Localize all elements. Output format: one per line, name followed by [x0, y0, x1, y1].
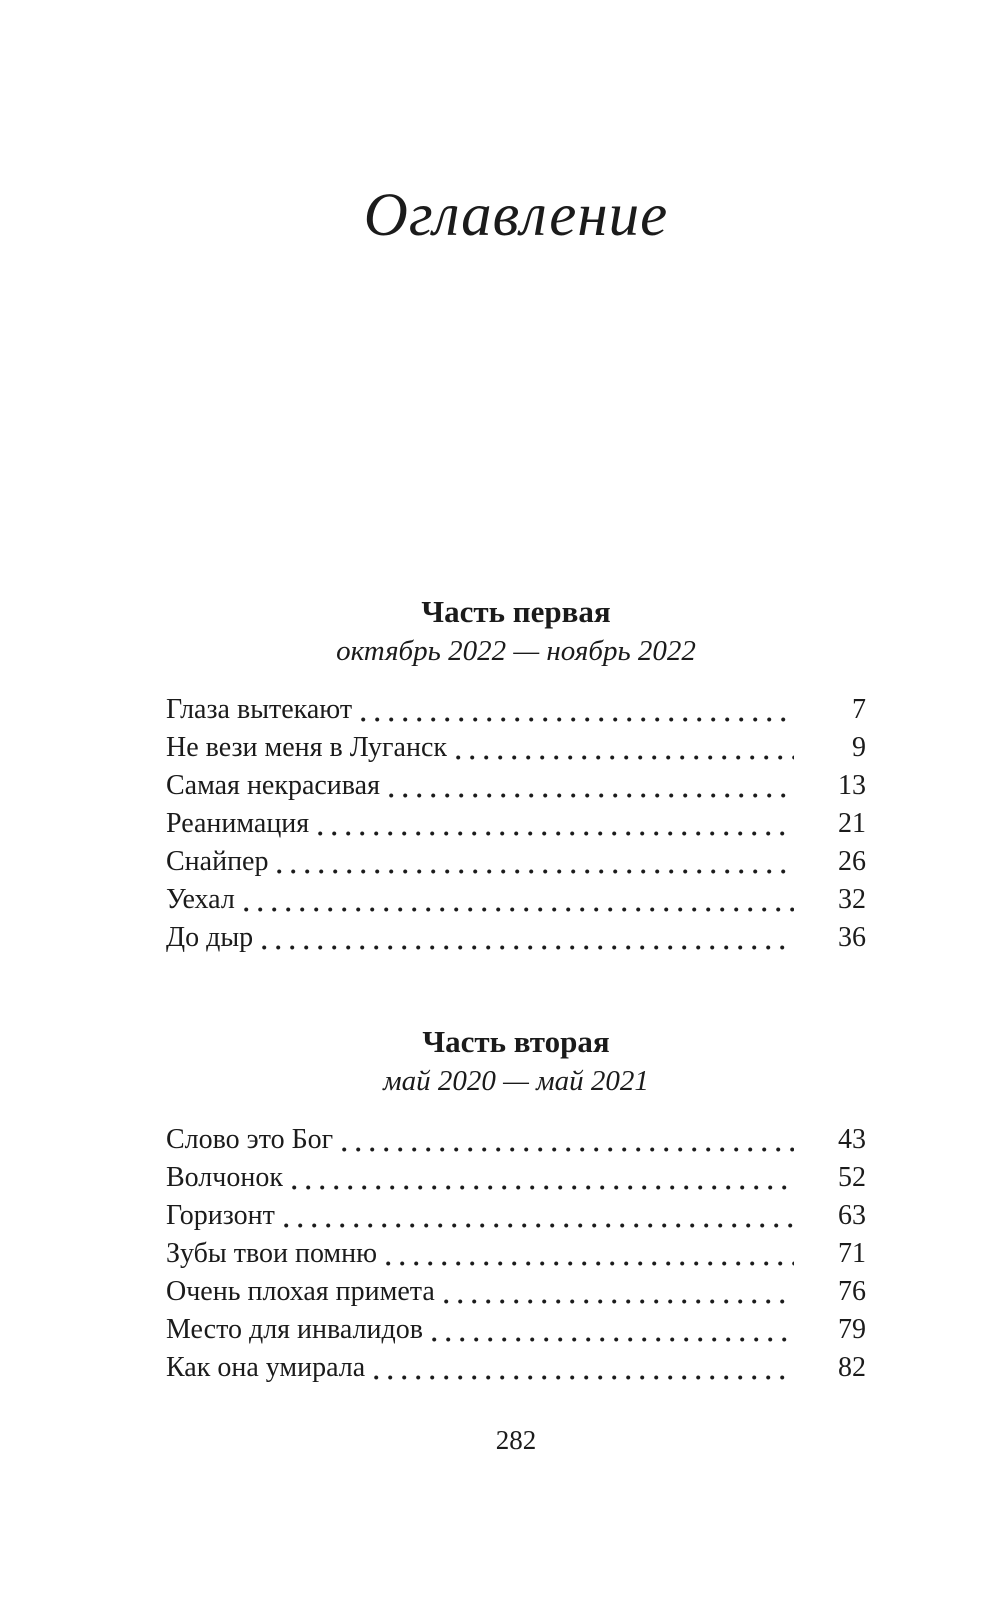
dot-leader — [443, 1299, 794, 1304]
entry-page-number: 82 — [838, 1352, 866, 1383]
toc-entry: Не вези меня в Луганск 9 — [166, 729, 866, 767]
entry-page-number: 32 — [838, 884, 866, 915]
toc-entry: Зубы твои помню 71 — [166, 1235, 866, 1273]
entry-title: Место для инвалидов — [166, 1314, 423, 1345]
section-heading: Часть первая — [421, 594, 611, 629]
dot-leader — [277, 869, 794, 874]
toc-entry: Реанимация 21 — [166, 805, 866, 843]
entry-title: Волчонок — [166, 1162, 283, 1193]
toc-entry: Самая некрасивая 13 — [166, 767, 866, 805]
toc-entry: До дыр 36 — [166, 919, 866, 957]
entry-title: Самая некрасивая — [166, 770, 380, 801]
entry-list: Глаза вытекают 7 Не вези меня в Луганск … — [166, 691, 866, 957]
toc-section: Часть вторая май 2020 — май 2021 Слово э… — [166, 1026, 866, 1387]
entry-title: Снайпер — [166, 846, 269, 877]
entry-page-number: 43 — [838, 1124, 866, 1155]
toc-entry: Горизонт 63 — [166, 1197, 866, 1235]
entry-title: Как она умирала — [166, 1352, 366, 1383]
entry-title: Глаза вытекают — [166, 694, 353, 725]
page-number: 282 — [495, 1425, 537, 1455]
dot-leader — [243, 907, 794, 912]
entry-page-number: 26 — [838, 846, 866, 877]
entry-title: Не вези меня в Луганск — [166, 732, 447, 763]
content-column: Оглавление Часть первая октябрь 2022 — н… — [166, 0, 866, 1387]
entry-page-number: 76 — [838, 1276, 866, 1307]
toc-entry: Очень плохая примета 76 — [166, 1273, 866, 1311]
entry-title: Уехал — [166, 884, 235, 915]
entry-page-number: 52 — [838, 1162, 866, 1193]
entry-page-number: 7 — [852, 694, 866, 725]
entry-title: Реанимация — [166, 808, 310, 839]
dot-leader — [262, 945, 794, 950]
toc-entry: Снайпер 26 — [166, 843, 866, 881]
dot-leader — [455, 755, 794, 760]
entry-page-number: 71 — [838, 1238, 866, 1269]
entry-title: Слово это Бог — [166, 1124, 334, 1155]
section-subtitle: май 2020 — май 2021 — [383, 1065, 649, 1097]
entry-list: Слово это Бог 43 Волчонок 52 Горизонт 63… — [166, 1121, 866, 1387]
toc-entry: Волчонок 52 — [166, 1159, 866, 1197]
dot-leader — [388, 793, 794, 798]
dot-leader — [431, 1337, 794, 1342]
dot-leader — [386, 1261, 794, 1266]
dot-leader — [342, 1147, 794, 1152]
entry-title: Очень плохая примета — [166, 1276, 435, 1307]
section-subtitle: октябрь 2022 — ноябрь 2022 — [336, 635, 696, 667]
toc-section: Часть первая октябрь 2022 — ноябрь 2022 … — [166, 596, 866, 957]
entry-page-number: 9 — [852, 732, 866, 763]
toc-entry: Как она умирала 82 — [166, 1349, 866, 1387]
entry-page-number: 36 — [838, 922, 866, 953]
toc-entry: Место для инвалидов 79 — [166, 1311, 866, 1349]
dot-leader — [283, 1223, 794, 1228]
entry-title: До дыр — [166, 922, 254, 953]
entry-page-number: 63 — [838, 1200, 866, 1231]
table-of-contents: Часть первая октябрь 2022 — ноябрь 2022 … — [166, 596, 866, 1387]
dot-leader — [374, 1375, 794, 1380]
section-heading: Часть вторая — [422, 1024, 610, 1059]
dot-leader — [291, 1185, 794, 1190]
page-title: Оглавление — [363, 182, 669, 249]
dot-leader — [361, 717, 794, 722]
entry-page-number: 21 — [838, 808, 866, 839]
entry-page-number: 79 — [838, 1314, 866, 1345]
dot-leader — [318, 831, 794, 836]
entry-title: Горизонт — [166, 1200, 275, 1231]
entry-page-number: 13 — [838, 770, 866, 801]
toc-entry: Слово это Бог 43 — [166, 1121, 866, 1159]
toc-entry: Уехал 32 — [166, 881, 866, 919]
entry-title: Зубы твои помню — [166, 1238, 378, 1269]
toc-entry: Глаза вытекают 7 — [166, 691, 866, 729]
